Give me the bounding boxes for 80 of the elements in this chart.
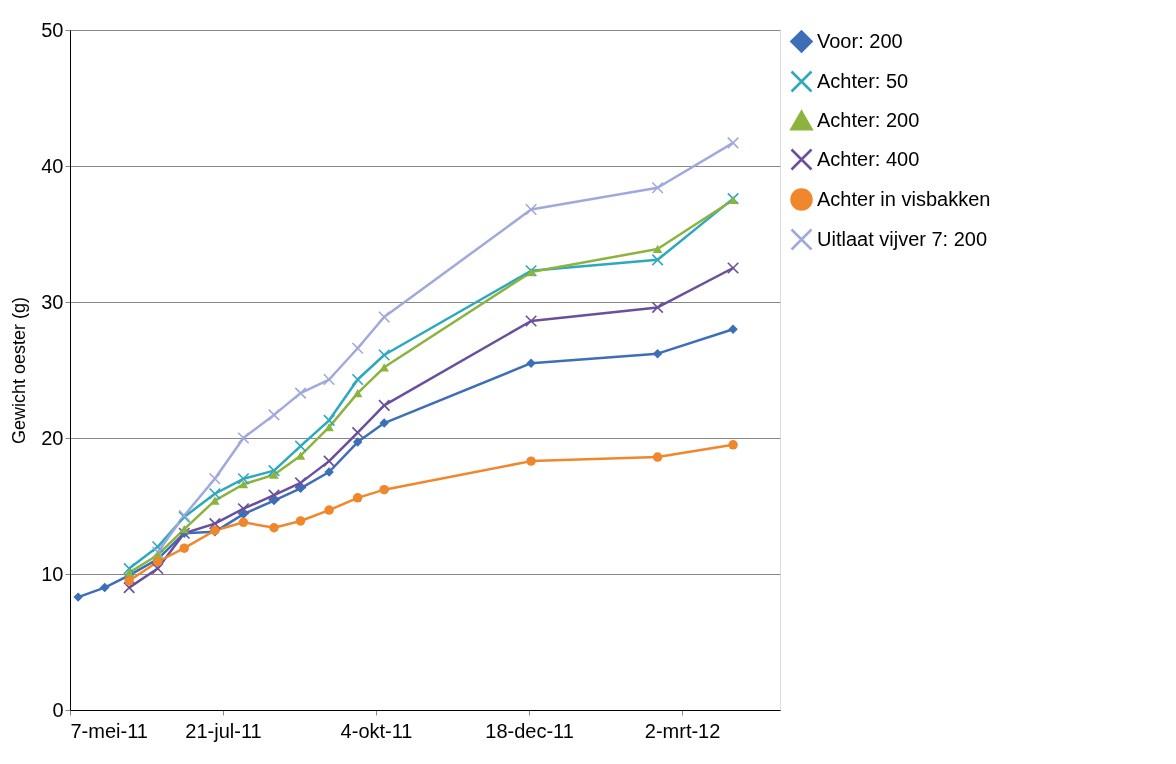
legend-label: Achter: 200 xyxy=(817,108,920,131)
point xyxy=(208,472,221,485)
point xyxy=(652,348,663,359)
x-tick-label: 7-mei-11 xyxy=(70,719,148,742)
point xyxy=(324,423,334,432)
point xyxy=(526,456,536,466)
point xyxy=(237,431,250,445)
point xyxy=(151,546,164,559)
x-tick-label: 18-dec-11 xyxy=(485,719,574,742)
point xyxy=(295,483,306,494)
point xyxy=(378,349,391,362)
y-tick-label: 0 xyxy=(52,698,64,721)
point xyxy=(728,440,738,450)
point xyxy=(652,452,663,462)
point xyxy=(526,358,536,368)
point xyxy=(237,472,250,485)
legend-label: Voor: 200 xyxy=(817,29,903,52)
point xyxy=(99,582,110,593)
point xyxy=(352,389,363,398)
point xyxy=(151,540,164,553)
x-tick-label: 21-jul-11 xyxy=(185,719,262,742)
legend-label: Uitlaat vijver 7: 200 xyxy=(817,227,988,250)
point xyxy=(73,592,83,602)
point xyxy=(208,517,221,530)
point xyxy=(323,455,336,468)
point xyxy=(294,440,307,453)
point xyxy=(237,502,250,515)
y-tick-label: 40 xyxy=(41,154,64,177)
x-tick-label: 2-mrt-12 xyxy=(644,719,721,742)
point xyxy=(525,203,538,216)
point xyxy=(378,399,391,412)
point xyxy=(124,568,134,577)
point xyxy=(269,470,279,479)
y-tick-label: 50 xyxy=(41,18,64,41)
legend-label: Achter: 50 xyxy=(817,69,909,92)
legend-label: Achter: 400 xyxy=(817,147,920,170)
point xyxy=(123,562,136,575)
point xyxy=(267,489,281,502)
y-tick-label: 30 xyxy=(41,290,64,313)
point xyxy=(728,324,738,334)
point xyxy=(323,373,336,386)
point xyxy=(179,525,189,534)
point xyxy=(267,408,281,421)
point xyxy=(179,543,189,553)
point xyxy=(651,301,664,314)
point xyxy=(238,480,249,489)
point xyxy=(351,342,364,355)
point xyxy=(294,387,307,400)
point xyxy=(124,576,134,586)
point xyxy=(652,244,663,254)
point xyxy=(727,261,740,275)
point xyxy=(352,437,363,447)
point xyxy=(238,509,249,519)
point xyxy=(727,136,740,149)
point xyxy=(294,476,307,489)
point xyxy=(151,562,164,575)
point xyxy=(324,505,334,515)
point xyxy=(351,373,364,386)
point xyxy=(295,516,306,526)
y-tick-label: 10 xyxy=(41,562,64,585)
point xyxy=(269,495,279,506)
point xyxy=(123,581,136,594)
legend-label: Achter in visbakken xyxy=(817,187,991,210)
x-tick-label: 4-okt-11 xyxy=(340,719,413,742)
y-axis-title: Gewicht oester (g) xyxy=(9,296,30,445)
point xyxy=(267,464,281,477)
y-tick-label: 20 xyxy=(41,426,64,449)
point xyxy=(210,496,220,505)
point xyxy=(208,487,221,500)
point xyxy=(651,181,664,194)
point xyxy=(352,493,363,503)
point xyxy=(378,310,391,323)
point xyxy=(323,414,336,427)
point xyxy=(351,426,364,439)
point xyxy=(379,484,389,495)
point xyxy=(269,523,279,533)
point xyxy=(238,517,249,528)
point xyxy=(525,315,538,328)
point xyxy=(379,363,389,372)
point xyxy=(651,253,664,266)
